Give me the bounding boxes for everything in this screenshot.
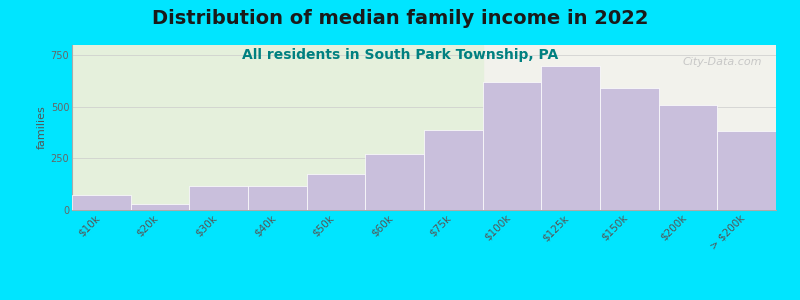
Bar (424, 130, 482, 210)
Bar (366, 154, 424, 210)
Bar (130, 204, 190, 210)
Bar (542, 66, 600, 210)
Bar (72, 194, 130, 210)
Bar (658, 105, 718, 210)
Bar (718, 130, 776, 210)
Text: Distribution of median family income in 2022: Distribution of median family income in … (152, 9, 648, 28)
Text: City-Data.com: City-Data.com (682, 56, 762, 67)
Bar (482, 82, 542, 210)
Bar (248, 186, 306, 210)
Bar (600, 88, 658, 210)
Text: All residents in South Park Township, PA: All residents in South Park Township, PA (242, 48, 558, 62)
Y-axis label: families: families (37, 106, 46, 149)
Bar (72, 45, 482, 210)
Bar (190, 186, 248, 210)
Bar (306, 174, 366, 210)
